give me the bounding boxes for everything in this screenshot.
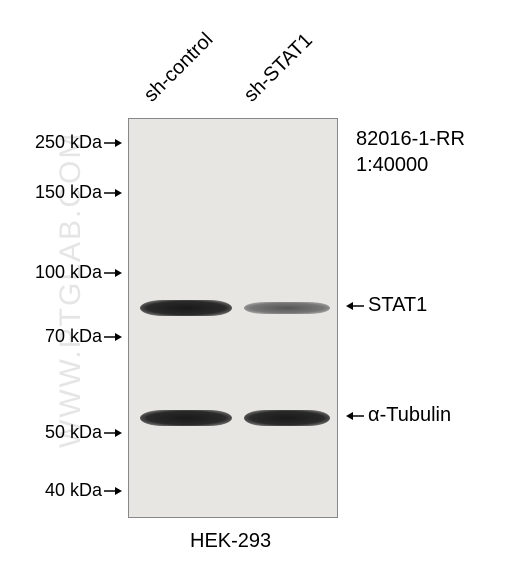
mw-marker-5: 40 kDa: [45, 480, 122, 501]
mw-marker-label: 50 kDa: [45, 422, 102, 443]
arrow-right-icon: [104, 480, 122, 501]
lane-label-1: sh-STAT1: [240, 29, 318, 107]
band-0: [140, 300, 232, 316]
band-2: [140, 410, 232, 426]
mw-marker-1: 150 kDa: [35, 182, 122, 203]
antibody-dilution: 1:40000: [356, 152, 465, 178]
watermark-text: WWW.PTGLAB.COM: [54, 132, 88, 448]
protein-label: STAT1: [368, 294, 427, 317]
mw-marker-4: 50 kDa: [45, 422, 122, 443]
mw-marker-label: 100 kDa: [35, 262, 102, 283]
band-3: [244, 410, 330, 426]
arrow-left-icon: [346, 294, 364, 317]
arrow-right-icon: [104, 326, 122, 347]
arrow-right-icon: [104, 182, 122, 203]
mw-marker-label: 70 kDa: [45, 326, 102, 347]
protein-label: α-Tubulin: [368, 404, 451, 427]
arrow-right-icon: [104, 422, 122, 443]
band-label-0: STAT1: [346, 294, 427, 317]
mw-marker-label: 250 kDa: [35, 132, 102, 153]
arrow-left-icon: [346, 404, 364, 427]
mw-marker-3: 70 kDa: [45, 326, 122, 347]
lane-label-0: sh-control: [140, 29, 218, 107]
mw-marker-label: 150 kDa: [35, 182, 102, 203]
mw-marker-label: 40 kDa: [45, 480, 102, 501]
band-label-1: α-Tubulin: [346, 404, 451, 427]
cell-line-label: HEK-293: [190, 530, 271, 553]
antibody-catalog: 82016-1-RR: [356, 126, 465, 152]
blot-membrane: [128, 118, 338, 518]
band-1: [244, 302, 330, 314]
arrow-right-icon: [104, 262, 122, 283]
arrow-right-icon: [104, 132, 122, 153]
mw-marker-2: 100 kDa: [35, 262, 122, 283]
mw-marker-0: 250 kDa: [35, 132, 122, 153]
western-blot-figure: { "lanes": [ { "label": "sh-control", "x…: [0, 0, 520, 580]
antibody-info: 82016-1-RR 1:40000: [356, 126, 465, 178]
